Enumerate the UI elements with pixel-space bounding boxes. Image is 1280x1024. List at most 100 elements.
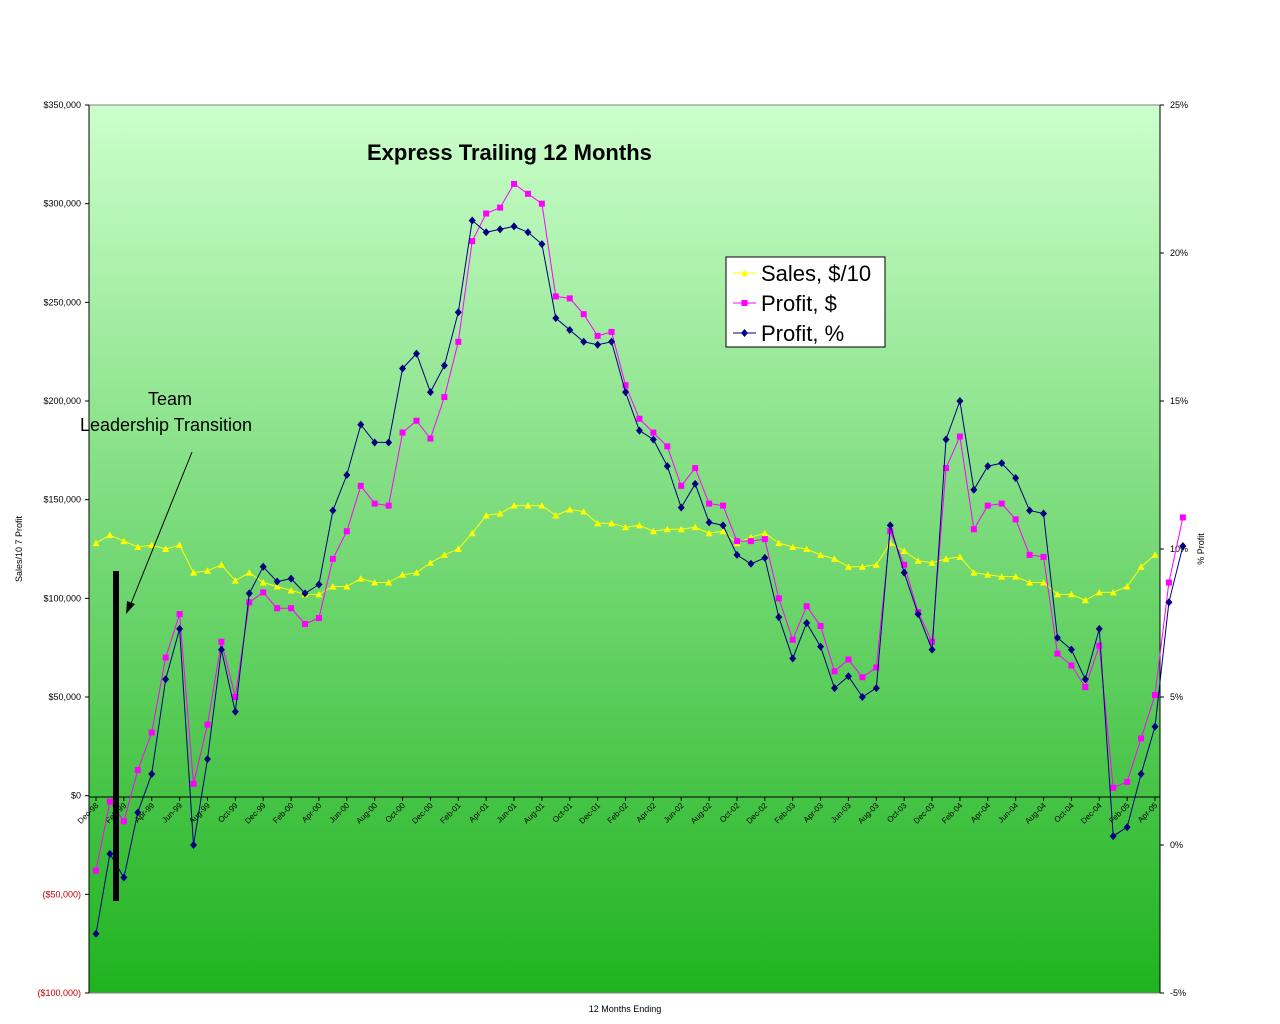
data-point bbox=[761, 553, 769, 562]
data-point bbox=[482, 511, 490, 519]
data-point bbox=[134, 543, 142, 551]
data-point bbox=[510, 502, 518, 509]
data-point bbox=[385, 579, 393, 586]
data-point bbox=[1026, 551, 1033, 558]
data-point bbox=[302, 620, 309, 627]
right-tick-label: -5% bbox=[1170, 988, 1186, 998]
legend-swatch-marker bbox=[741, 300, 748, 306]
right-tick-label: 20% bbox=[1170, 248, 1188, 258]
data-point bbox=[524, 502, 532, 509]
data-point bbox=[706, 500, 713, 507]
data-point bbox=[817, 642, 825, 651]
data-point bbox=[1151, 722, 1159, 731]
data-point bbox=[984, 502, 991, 509]
data-point bbox=[343, 528, 350, 535]
data-point bbox=[566, 506, 574, 513]
data-point bbox=[649, 527, 657, 535]
data-point bbox=[274, 605, 281, 612]
left-tick-label: ($100,000) bbox=[37, 988, 81, 998]
data-point bbox=[984, 462, 992, 471]
data-point bbox=[1067, 645, 1075, 654]
data-point bbox=[956, 553, 964, 560]
data-point bbox=[831, 684, 839, 693]
data-point bbox=[134, 808, 142, 817]
data-point bbox=[789, 636, 796, 643]
data-point bbox=[998, 500, 1005, 507]
right-tick-label: 0% bbox=[1170, 840, 1183, 850]
data-point bbox=[900, 568, 908, 577]
data-point bbox=[914, 557, 922, 564]
data-point bbox=[371, 500, 378, 507]
data-point bbox=[594, 519, 602, 527]
data-point bbox=[1165, 579, 1172, 586]
data-point bbox=[106, 849, 114, 858]
data-point bbox=[636, 415, 643, 422]
data-point bbox=[106, 531, 114, 539]
data-point bbox=[427, 435, 434, 442]
data-point bbox=[886, 521, 894, 530]
data-point bbox=[538, 502, 546, 509]
data-point bbox=[204, 721, 211, 728]
annotation: Team Leadership Transition bbox=[80, 389, 252, 901]
data-point bbox=[566, 295, 573, 302]
legend-label: Profit, $ bbox=[761, 291, 837, 316]
data-point bbox=[984, 571, 992, 578]
data-point bbox=[1082, 684, 1089, 691]
data-point bbox=[956, 433, 963, 440]
data-point bbox=[761, 529, 769, 537]
data-point bbox=[468, 216, 476, 225]
data-point bbox=[803, 545, 811, 552]
data-point bbox=[385, 438, 393, 447]
data-point bbox=[413, 417, 420, 424]
data-point bbox=[1040, 553, 1047, 560]
data-point bbox=[845, 656, 852, 663]
data-point bbox=[622, 388, 629, 397]
data-point bbox=[858, 563, 866, 570]
data-point bbox=[1081, 596, 1089, 604]
data-point bbox=[426, 559, 434, 566]
annotation-line-2: Leadership Transition bbox=[80, 415, 252, 435]
data-point bbox=[1124, 778, 1131, 785]
left-tick-label: $150,000 bbox=[43, 495, 81, 505]
data-point bbox=[1151, 551, 1159, 558]
data-point bbox=[162, 654, 169, 661]
data-point bbox=[803, 603, 810, 610]
data-point bbox=[1053, 590, 1061, 598]
left-tick-label: $100,000 bbox=[43, 593, 81, 603]
data-point bbox=[134, 767, 141, 774]
data-point bbox=[970, 485, 978, 494]
left-tick-label: $50,000 bbox=[48, 692, 81, 702]
data-point bbox=[287, 586, 295, 594]
data-point bbox=[1054, 650, 1061, 657]
data-point bbox=[218, 638, 225, 645]
data-point bbox=[441, 394, 448, 401]
data-point bbox=[580, 337, 588, 346]
data-point bbox=[510, 222, 518, 231]
data-point bbox=[970, 526, 977, 533]
annotation-line-1: Team bbox=[148, 389, 192, 409]
data-point bbox=[942, 435, 950, 444]
data-point bbox=[998, 573, 1006, 580]
data-point bbox=[288, 605, 295, 612]
x-axis-title: 12 Months Ending bbox=[589, 1004, 662, 1014]
right-tick-labels: 25% 20% 15% 10% 5% 0% -5% bbox=[1160, 100, 1188, 998]
data-point bbox=[1179, 514, 1186, 521]
data-point bbox=[719, 527, 727, 535]
right-tick-label: 25% bbox=[1170, 100, 1188, 110]
series-triangle bbox=[92, 502, 1159, 604]
data-point bbox=[1096, 642, 1103, 649]
data-point bbox=[217, 645, 225, 654]
data-point bbox=[789, 543, 797, 551]
data-point bbox=[1109, 832, 1117, 841]
data-point bbox=[831, 555, 839, 562]
y-axis-title: Sales/10 7 Profit bbox=[14, 515, 24, 582]
data-point bbox=[92, 539, 100, 547]
left-tick-label: $300,000 bbox=[43, 199, 81, 209]
data-point bbox=[650, 429, 657, 436]
left-tick-label: ($50,000) bbox=[42, 889, 81, 899]
data-point bbox=[231, 577, 239, 584]
legend-label: Sales, $/10 bbox=[761, 261, 871, 286]
data-point bbox=[789, 654, 797, 663]
data-point bbox=[483, 210, 490, 217]
data-point bbox=[775, 539, 783, 547]
